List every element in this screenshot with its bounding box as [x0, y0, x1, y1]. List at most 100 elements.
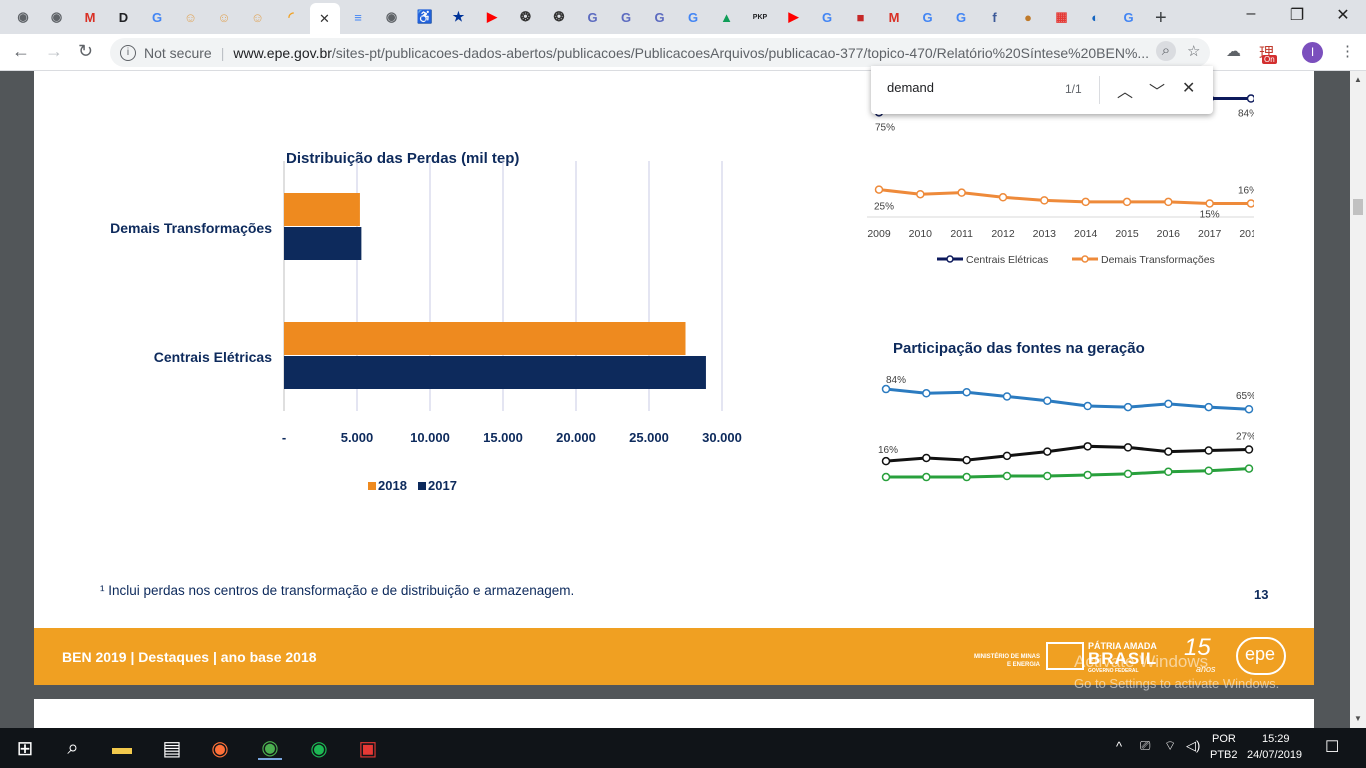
data-point [1081, 197, 1090, 207]
clock-time[interactable]: 15:29 [1262, 733, 1290, 745]
clock-date[interactable]: 24/07/2019 [1247, 749, 1303, 761]
eu-flag-icon: ★ [452, 9, 465, 24]
gmail-icon: M [84, 9, 96, 25]
minimize-icon[interactable]: – [1246, 5, 1256, 22]
find-input[interactable] [887, 80, 1067, 95]
keyboard-layout[interactable]: PTB2 [1210, 749, 1238, 761]
browser-tab[interactable]: ☺ [176, 5, 206, 29]
chrome-icon: ◉ [17, 9, 29, 24]
firefox-icon[interactable]: ◉ [211, 737, 229, 760]
browser-tab[interactable]: ▦ [1047, 5, 1077, 29]
browser-tab[interactable]: ● [1013, 5, 1043, 29]
data-point [1164, 447, 1173, 456]
search-icon[interactable]: ⌕ [67, 736, 79, 759]
tab-close-icon[interactable]: ✕ [319, 10, 330, 26]
data-label: 84% [886, 375, 906, 386]
notifications-icon[interactable]: ☐ [1325, 739, 1340, 756]
store-icon[interactable]: ▤ [162, 737, 182, 760]
address-bar[interactable]: i Not secure | www.epe.gov.br /sites-pt/… [110, 38, 1210, 67]
series-line [885, 387, 1250, 411]
data-label: 15% [1200, 209, 1220, 220]
restore-icon[interactable]: ❐ [1289, 7, 1305, 24]
browser-tab[interactable]: ≡ [343, 5, 373, 29]
close-window-icon[interactable]: ✕ [1336, 7, 1350, 24]
tray-expand-icon[interactable]: ^ [1116, 739, 1123, 754]
google-icon: G [687, 9, 699, 25]
gmail-icon: M [888, 9, 900, 25]
file-explorer-icon[interactable]: ▬ [112, 736, 132, 759]
browser-tab[interactable]: ◉ [377, 5, 407, 29]
scroll-up-icon[interactable]: ▲ [1354, 75, 1362, 84]
x-tick-label: 2010 [909, 228, 933, 240]
browser-tab[interactable]: ☺ [243, 5, 273, 29]
windows-taskbar: ^ ⎚ ⌔ ◁) POR PTB2 15:29 24/07/2019 ☐ ⊞ ⌕ ▬… [0, 728, 1366, 768]
x-tick-label: 15.000 [483, 430, 523, 445]
browser-tab[interactable]: ♿ [410, 5, 440, 29]
google-icon: G [1123, 9, 1134, 25]
find-previous-icon[interactable]: ︿ [1117, 84, 1134, 101]
browser-tab[interactable]: G [142, 5, 172, 29]
browser-tab[interactable]: ■ [846, 5, 876, 29]
profile-avatar[interactable]: I [1302, 42, 1323, 63]
browser-tab[interactable]: ▶ [779, 5, 809, 29]
browser-tab[interactable]: G [678, 5, 708, 29]
new-tab-icon[interactable]: + [1155, 7, 1167, 29]
scroll-thumb[interactable] [1353, 199, 1363, 215]
find-close-icon[interactable]: ✕ [1182, 80, 1196, 97]
bar-chart-title: Distribuição das Perdas (mil tep) [286, 150, 520, 167]
bookmark-star-icon[interactable]: ☆ [1187, 43, 1201, 60]
browser-tab[interactable]: G [611, 5, 641, 29]
browser-tab[interactable]: ★ [444, 5, 474, 29]
language-code[interactable]: POR [1212, 733, 1236, 745]
data-point [1043, 396, 1052, 405]
spotify-icon[interactable]: ◉ [310, 737, 328, 760]
browser-tab[interactable]: D [109, 5, 139, 29]
active-tab[interactable]: ✕ [309, 3, 340, 34]
browser-tab[interactable]: ❂ [544, 5, 574, 29]
x-tick-label: 2011 [950, 228, 973, 240]
data-point [1164, 399, 1173, 409]
pdf-icon[interactable]: ▣ [358, 737, 378, 760]
data-point [1246, 94, 1254, 103]
tray-network-icon[interactable]: ⌔ [1164, 738, 1177, 753]
data-label: 75% [875, 122, 895, 133]
zoom-icon[interactable]: ⌕ [1156, 41, 1176, 61]
chrome-icon[interactable]: ◉ [258, 736, 282, 760]
browser-tab[interactable]: f [980, 5, 1010, 29]
scroll-down-icon[interactable]: ▼ [1354, 714, 1362, 723]
browser-tab[interactable]: ◉ [42, 5, 72, 29]
menu-icon[interactable]: ⋮ [1340, 43, 1355, 60]
browser-toolbar: ← → ↻ i Not secure | www.epe.gov.br /sit… [0, 34, 1366, 71]
find-next-icon[interactable]: ﹀ [1149, 84, 1166, 101]
browser-tab[interactable]: G [812, 5, 842, 29]
browser-tab[interactable]: ☺ [209, 5, 239, 29]
browser-tab[interactable]: G [1114, 5, 1144, 29]
browser-tab[interactable]: G [578, 5, 608, 29]
data-point [957, 188, 966, 197]
browser-tab[interactable]: M [75, 5, 105, 29]
browser-tab[interactable]: G [645, 5, 675, 29]
reload-icon[interactable]: ↻ [78, 41, 94, 61]
windows-start-icon[interactable]: ⊞ [16, 737, 34, 760]
tray-volume-icon[interactable]: ◁) [1186, 738, 1201, 753]
browser-tab[interactable]: ▲ [712, 5, 742, 29]
browser-tab[interactable]: G [946, 5, 976, 29]
forward-icon[interactable]: → [45, 41, 63, 61]
data-point [1205, 199, 1214, 208]
generation-share-chart: 84%65%16%27%9%20092010201120122013201420… [878, 375, 1254, 482]
browser-tab[interactable]: ◜ [276, 5, 306, 29]
browser-tab[interactable]: PKP [745, 5, 775, 29]
loading-icon: ◜ [288, 9, 294, 24]
vertical-scrollbar[interactable]: ▲ ▼ [1350, 71, 1366, 728]
back-icon[interactable]: ← [12, 41, 30, 61]
browser-tab[interactable]: M [879, 5, 909, 29]
tray-device-icon[interactable]: ⎚ [1140, 738, 1151, 753]
info-icon[interactable]: i [120, 44, 136, 61]
pdf-viewport[interactable]: Distribuição das Perdas (mil tep) Demais… [0, 71, 1350, 728]
browser-tab[interactable]: ◉ [8, 5, 38, 29]
browser-tab[interactable]: ❂ [511, 5, 541, 29]
cloud-icon[interactable]: ☁ [1226, 43, 1241, 60]
browser-tab[interactable]: ◐ [1080, 5, 1110, 29]
browser-tab[interactable]: ▶ [477, 5, 507, 29]
browser-tab[interactable]: G [913, 5, 943, 29]
